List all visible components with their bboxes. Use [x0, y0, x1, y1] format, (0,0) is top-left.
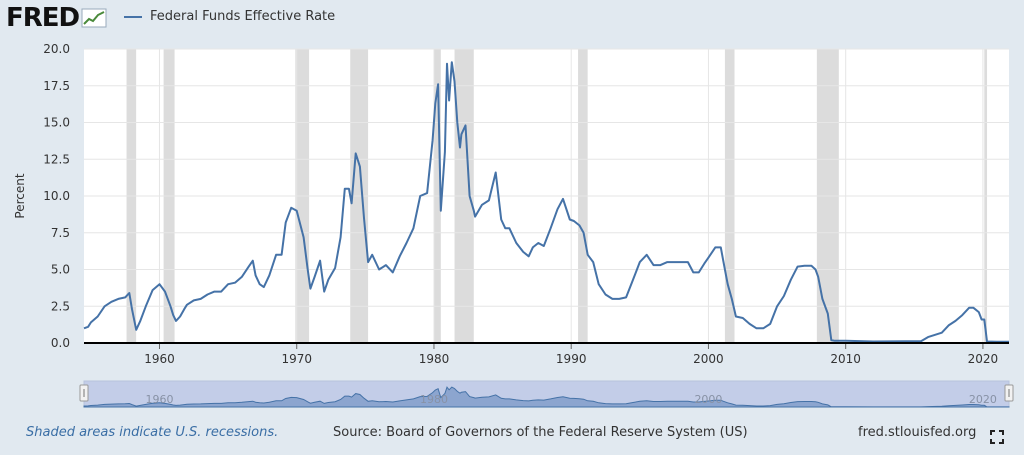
navigator-series-area: [83, 386, 1010, 408]
y-tick-label: 12.5: [43, 152, 70, 166]
navigator-label: 2000: [694, 393, 722, 406]
y-tick-label: 7.5: [51, 226, 70, 240]
chart-legend: Federal Funds Effective Rate: [124, 9, 335, 24]
fred-graph-icon: [81, 8, 107, 28]
legend-label: Federal Funds Effective Rate: [150, 9, 336, 24]
site-link[interactable]: fred.stlouisfed.org: [858, 425, 977, 440]
y-tick-label: 17.5: [43, 79, 70, 93]
series-line: [83, 61, 1009, 343]
fred-logo-text: FRED: [6, 3, 80, 33]
y-axis-title: Percent: [13, 173, 27, 218]
fullscreen-icon[interactable]: [990, 430, 1004, 444]
y-tick-label: 20.0: [43, 42, 70, 56]
y-tick-label: 2.5: [51, 299, 70, 313]
x-tick-label: 1980: [419, 352, 450, 366]
y-tick-label: 0.0: [51, 336, 70, 350]
y-tick-label: 15.0: [43, 116, 70, 130]
navigator-label: 1960: [145, 393, 173, 406]
x-tick-label: 1960: [144, 352, 175, 366]
recession-note: Shaded areas indicate U.S. recessions.: [26, 425, 279, 440]
x-tick-label: 2020: [968, 352, 999, 366]
x-tick-label: 2010: [830, 352, 861, 366]
x-tick-label: 1970: [281, 352, 312, 366]
navigator-label: 1980: [420, 393, 448, 406]
source-note: Source: Board of Governors of the Federa…: [333, 425, 748, 440]
y-tick-label: 5.0: [51, 263, 70, 277]
y-tick-label: 10.0: [43, 189, 70, 203]
fred-logo[interactable]: FRED: [6, 4, 107, 32]
navigator-label: 2020: [969, 393, 997, 406]
legend-line-swatch: [124, 15, 142, 18]
x-tick-label: 1990: [556, 352, 587, 366]
x-tick-label: 2000: [693, 352, 724, 366]
